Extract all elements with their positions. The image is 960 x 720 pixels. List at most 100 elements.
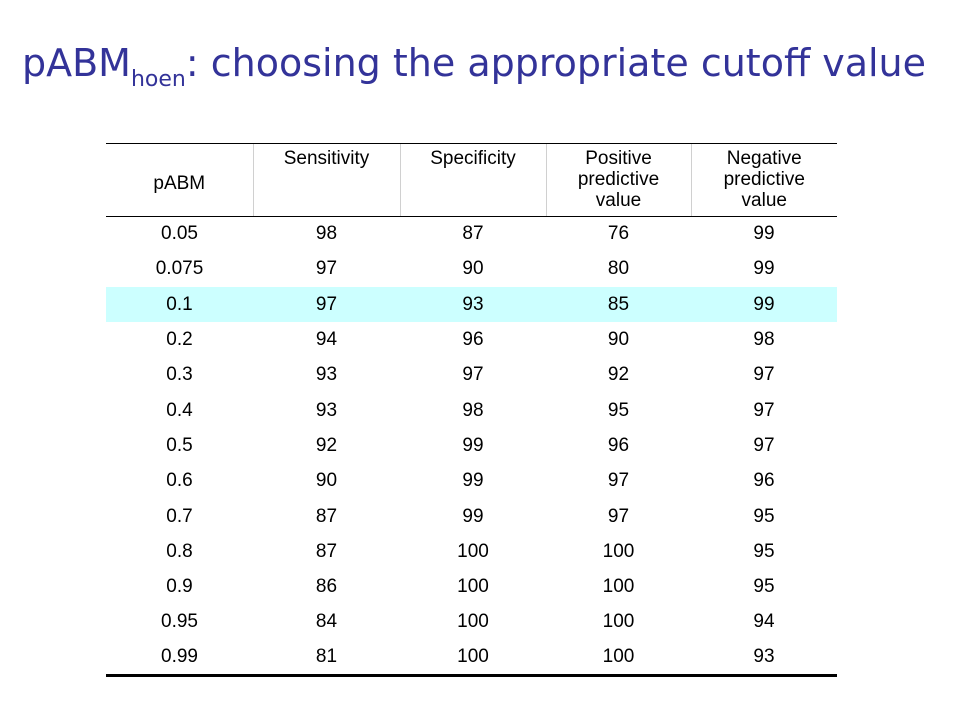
cell-npv: 99 — [691, 287, 837, 323]
cell-npv: 97 — [753, 399, 775, 421]
table-body: 0.05 98 87 76 99 0.075 97 90 80 99 0.1 97 93 85 99 0.2 9… — [106, 217, 837, 677]
table-row: 0.9 86 100 100 95 — [106, 569, 837, 604]
cell-ppv: 100 — [546, 640, 691, 677]
header-pabm: pABM — [106, 143, 253, 217]
table-row: 0.4 93 98 95 97 — [106, 393, 837, 428]
cell-ppv: 80 — [607, 258, 630, 280]
table-row: 0.1 97 93 85 99 — [106, 287, 837, 323]
cell-pabm: 0.05 — [161, 223, 198, 245]
cell-pabm: 0.2 — [166, 329, 193, 351]
cell-specificity: 97 — [462, 364, 484, 386]
cell-ppv: 95 — [607, 399, 630, 421]
cell-npv: 99 — [753, 223, 775, 245]
table-row: 0.99 81 100 100 93 — [106, 640, 837, 677]
cell-pabm: 0.6 — [166, 470, 193, 492]
cell-specificity: 87 — [462, 223, 484, 245]
header-line: predictive — [577, 169, 660, 190]
cell-pabm: 0.9 — [166, 576, 193, 598]
header-line: predictive — [723, 169, 805, 190]
header-line: Sensitivity — [283, 148, 370, 169]
header-sensitivity: Sensitivity — [252, 143, 400, 217]
table-row: 0.3 93 97 92 97 — [106, 358, 837, 393]
table-row: 0.075 97 90 80 99 — [106, 252, 837, 287]
table-row: 0.8 87 100 100 95 — [106, 534, 837, 569]
cell-pabm: 0.075 — [155, 258, 204, 280]
cell-pabm: 0.7 — [166, 505, 193, 527]
cell-ppv: 97 — [607, 470, 630, 492]
cell-pabm: 0.99 — [106, 640, 253, 677]
cell-sensitivity: 81 — [253, 640, 400, 677]
table-row: 0.2 94 96 90 98 — [106, 322, 837, 357]
cell-ppv: 92 — [607, 364, 630, 386]
cutoff-table: pABM Sensitivity Specificity Positive pre… — [106, 143, 837, 677]
cell-ppv: 97 — [607, 505, 630, 527]
header-line: Positive — [585, 148, 652, 169]
header-line: pABM — [153, 172, 206, 194]
cell-specificity: 99 — [462, 470, 484, 492]
cell-npv: 98 — [753, 329, 775, 351]
cell-npv: 96 — [753, 470, 775, 492]
cell-npv: 97 — [753, 364, 775, 386]
title-rest: : choosing the appropriate cutoff value — [185, 41, 927, 85]
cell-pabm: 0.8 — [166, 540, 193, 562]
cell-npv: 95 — [753, 576, 775, 598]
cell-sensitivity: 90 — [315, 470, 338, 492]
cell-npv: 95 — [753, 540, 775, 562]
table-row: 0.6 90 99 97 96 — [106, 464, 837, 499]
cell-specificity: 96 — [462, 329, 484, 351]
cell-specificity: 90 — [462, 258, 484, 280]
cell-ppv: 100 — [602, 540, 635, 562]
cell-npv: 97 — [753, 434, 775, 456]
cell-pabm: 0.3 — [166, 364, 193, 386]
header-line: value — [595, 190, 642, 211]
cell-sensitivity: 97 — [253, 287, 400, 323]
cell-ppv: 96 — [607, 434, 630, 456]
header-line: Negative — [726, 148, 802, 169]
slide-title: pABMhoen: choosing the appropriate cutof… — [22, 44, 926, 91]
cell-specificity: 100 — [457, 611, 489, 633]
cell-pabm: 0.5 — [166, 434, 193, 456]
cutoff-table-container: pABM Sensitivity Specificity Positive pre… — [106, 143, 837, 677]
cell-ppv: 76 — [607, 223, 630, 245]
title-main: pABM — [22, 41, 131, 85]
cell-specificity: 99 — [462, 505, 484, 527]
cell-ppv: 85 — [546, 287, 691, 323]
cell-sensitivity: 97 — [315, 258, 338, 280]
cell-specificity: 100 — [457, 576, 489, 598]
cell-sensitivity: 84 — [315, 611, 338, 633]
cell-ppv: 100 — [602, 576, 635, 598]
cell-specificity: 98 — [462, 399, 484, 421]
table-row: 0.05 98 87 76 99 — [106, 217, 837, 252]
table-row: 0.95 84 100 100 94 — [106, 605, 837, 640]
cell-sensitivity: 98 — [315, 223, 338, 245]
cell-specificity: 100 — [400, 640, 546, 677]
cell-pabm: 0.1 — [106, 287, 253, 323]
cell-specificity: 100 — [457, 540, 489, 562]
header-ppv: Positive predictive value — [545, 143, 691, 217]
cell-sensitivity: 93 — [315, 364, 338, 386]
cell-npv: 95 — [753, 505, 775, 527]
cell-sensitivity: 87 — [315, 540, 338, 562]
cell-sensitivity: 93 — [315, 399, 338, 421]
header-line: value — [741, 190, 787, 211]
table-row: 0.7 87 99 97 95 — [106, 499, 837, 534]
cell-sensitivity: 94 — [315, 329, 338, 351]
cell-ppv: 100 — [602, 611, 635, 633]
cell-npv: 99 — [753, 258, 775, 280]
header-npv: Negative predictive value — [690, 143, 837, 217]
cell-ppv: 90 — [607, 329, 630, 351]
cell-specificity: 93 — [400, 287, 546, 323]
table-row: 0.5 92 99 96 97 — [106, 428, 837, 463]
cell-specificity: 99 — [462, 434, 484, 456]
table-header-row: pABM Sensitivity Specificity Positive pre… — [106, 143, 837, 217]
cell-npv: 94 — [753, 611, 775, 633]
cell-pabm: 0.95 — [161, 611, 198, 633]
cell-pabm: 0.4 — [166, 399, 193, 421]
header-line: Specificity — [430, 148, 516, 169]
cell-npv: 93 — [691, 640, 837, 677]
cell-sensitivity: 86 — [315, 576, 338, 598]
title-subscript: hoen — [130, 67, 186, 92]
cell-sensitivity: 92 — [315, 434, 338, 456]
header-specificity: Specificity — [399, 143, 546, 217]
cell-sensitivity: 87 — [315, 505, 338, 527]
